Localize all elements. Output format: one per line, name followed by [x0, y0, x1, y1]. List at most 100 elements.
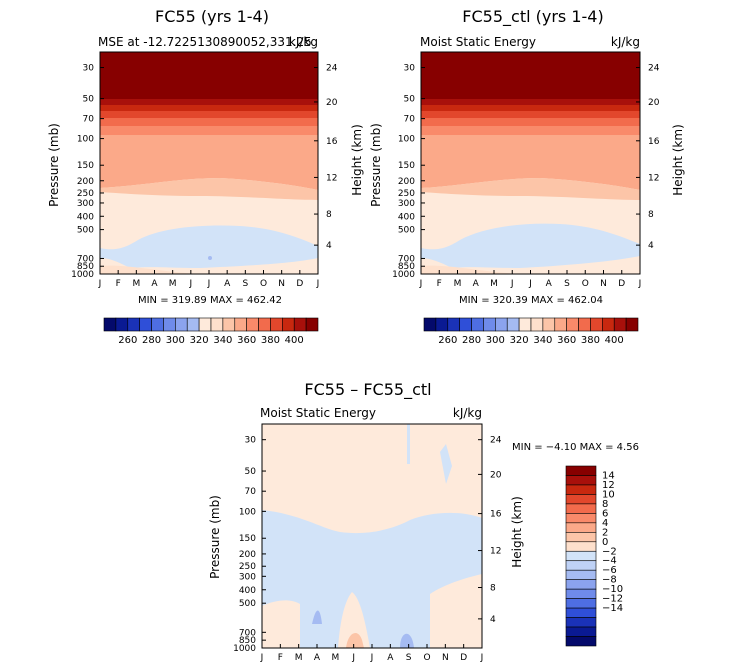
colorbar-tick-label: 360	[237, 335, 256, 346]
panel2-band-b	[421, 105, 640, 111]
pressure-tick-label: 700	[398, 254, 415, 264]
month-tick-label: F	[116, 279, 121, 289]
panel1-contour-field	[99, 51, 319, 275]
colorbar-tick-label: 6	[602, 508, 608, 519]
colorbar-swatch	[293, 317, 307, 332]
colorbar-swatch	[565, 636, 597, 647]
colorbar-swatch	[139, 317, 152, 332]
month-tick-label: D	[618, 279, 625, 289]
colorbar-tick-label: 360	[557, 335, 576, 346]
colorbar-tick-label: 14	[602, 470, 615, 481]
month-tick-label: J	[528, 279, 532, 289]
pressure-tick-label: 700	[77, 254, 94, 264]
height-tick-label: 24	[326, 64, 338, 74]
colorbar-swatch	[127, 317, 140, 332]
panel2-contour-field	[420, 51, 641, 275]
panel2-band-g	[421, 178, 640, 200]
colorbar-swatch	[103, 317, 117, 332]
pressure-tick-label: 700	[239, 628, 256, 638]
pressure-tick-label: 50	[404, 95, 416, 105]
month-tick-label: A	[546, 279, 553, 289]
pressure-tick-label: 300	[398, 199, 415, 209]
colorbar-swatch	[542, 317, 556, 332]
month-tick-label: A	[473, 279, 480, 289]
panel3-negative-strip	[407, 424, 410, 464]
month-tick-label: J	[351, 653, 355, 663]
panel2-subtitle-right: kJ/kg	[611, 35, 640, 49]
pressure-tick-label: 500	[239, 599, 256, 609]
colorbar-swatch	[565, 522, 597, 533]
colorbar-swatch	[163, 317, 176, 332]
month-tick-label: N	[278, 279, 285, 289]
pressure-tick-label: 300	[239, 572, 256, 582]
pressure-tick-label: 30	[83, 64, 95, 74]
panel1-ylabel-right: Height (km)	[350, 124, 364, 195]
height-tick-label: 20	[648, 98, 660, 108]
colorbar-tick-label: −6	[602, 565, 617, 576]
panel1-subtitle-right: kJ/kg	[289, 35, 318, 49]
colorbar-swatch	[151, 317, 164, 332]
pressure-tick-label: 250	[77, 189, 94, 199]
panel2-low-region	[421, 223, 640, 268]
pressure-tick-label: 30	[245, 436, 257, 446]
height-tick-label: 20	[326, 98, 338, 108]
height-tick-label: 8	[490, 584, 496, 594]
colorbar-swatch	[222, 317, 236, 332]
panel3-positive-patch-mid	[338, 592, 370, 648]
panel3-positive-patch-left	[262, 600, 300, 648]
pressure-tick-label: 150	[239, 534, 256, 544]
height-tick-label: 24	[648, 64, 660, 74]
panel1-surface-patch	[100, 265, 200, 274]
colorbar-swatch	[625, 317, 639, 332]
pressure-tick-label: 400	[77, 212, 94, 222]
panel1-minmax: MIN = 319.89 MAX = 462.42	[138, 295, 282, 306]
pressure-tick-label: 500	[77, 226, 94, 236]
pressure-tick-label: 200	[398, 177, 415, 187]
colorbar-tick-label: 280	[142, 335, 161, 346]
pressure-tick-label: 850	[398, 262, 415, 272]
panel3-subtitle-left: Moist Static Energy	[260, 406, 376, 420]
colorbar-tick-label: −2	[602, 546, 617, 557]
month-tick-label: A	[314, 653, 321, 663]
height-tick-label: 24	[490, 436, 502, 446]
panel3-title: FC55 – FC55_ctl	[304, 380, 431, 400]
colorbar-swatch	[423, 317, 437, 332]
month-tick-label: M	[295, 653, 303, 663]
month-tick-label: M	[454, 279, 462, 289]
colorbar-tick-label: −14	[602, 603, 623, 614]
month-tick-label: J	[419, 279, 423, 289]
colorbar-swatch	[565, 532, 597, 543]
colorbar-swatch	[435, 317, 449, 332]
height-tick-label: 4	[326, 241, 332, 251]
pressure-tick-label: 250	[239, 562, 256, 572]
height-tick-label: 16	[490, 510, 502, 520]
colorbar-swatch	[210, 317, 224, 332]
colorbar-swatch	[565, 588, 597, 599]
colorbar-tick-label: 4	[602, 518, 608, 529]
colorbar-tick-label: 260	[438, 335, 457, 346]
panel1-band-f	[100, 135, 318, 190]
panel2-minmax: MIN = 320.39 MAX = 462.04	[459, 295, 603, 306]
colorbar-swatch	[186, 317, 200, 332]
panel2-band-f	[421, 135, 640, 190]
panel1-colorbar: 260 280 300 320 340 360 380 400	[103, 317, 319, 346]
pressure-tick-label: 200	[77, 177, 94, 187]
panel1-band-g	[100, 178, 318, 200]
panel2-subtitle-left: Moist Static Energy	[420, 35, 536, 49]
month-tick-label: J	[638, 279, 642, 289]
pressure-tick-label: 300	[77, 199, 94, 209]
month-tick-label: N	[600, 279, 607, 289]
pressure-tick-label: 500	[398, 226, 415, 236]
month-tick-label: S	[406, 653, 412, 663]
panel1-low-dot	[208, 256, 212, 260]
colorbar-swatch	[565, 541, 597, 552]
colorbar-swatch	[578, 317, 591, 332]
colorbar-swatch	[175, 317, 188, 332]
pressure-tick-label: 1000	[233, 644, 256, 654]
colorbar-swatch	[565, 475, 597, 486]
panel2-band-d	[421, 118, 640, 126]
colorbar-tick-label: 8	[602, 499, 608, 510]
pressure-tick-label: 200	[239, 550, 256, 560]
month-tick-label: A	[387, 653, 394, 663]
